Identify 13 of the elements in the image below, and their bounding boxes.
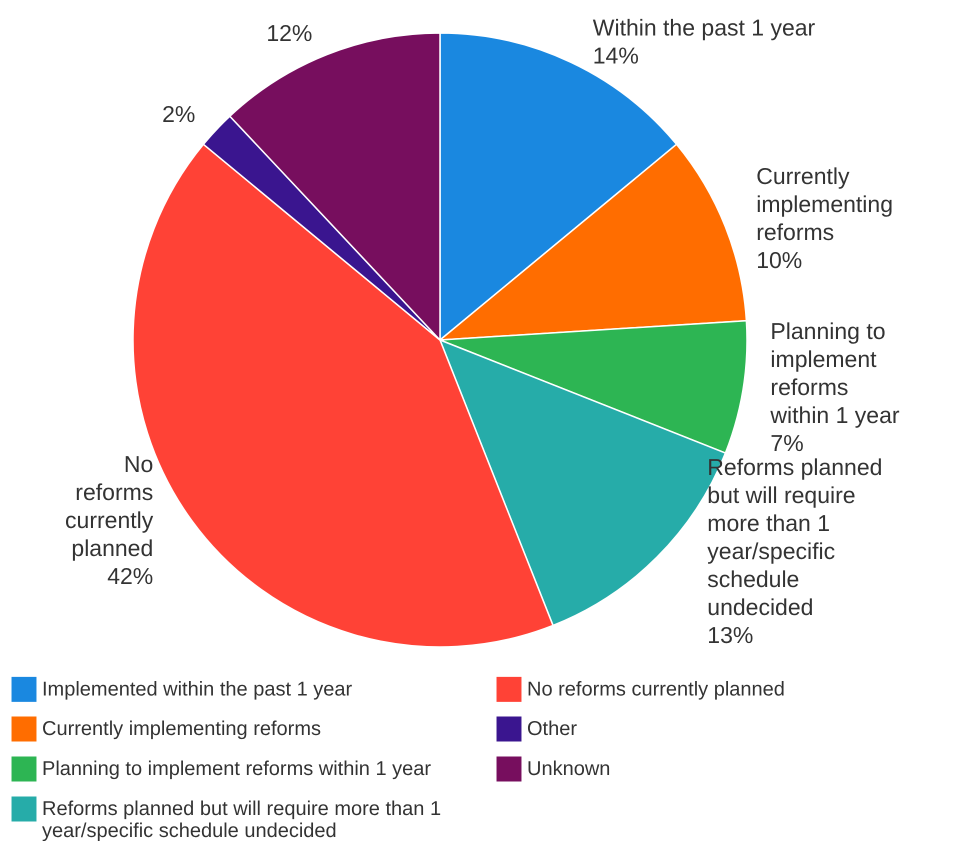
legend-label: Planning to implement reforms within 1 year (42, 758, 432, 780)
data-label: Within the past 1 year 14% (592, 14, 816, 68)
legend-label: Other (527, 718, 578, 740)
legend-label: Reforms planned but will require more than 1 year/specific schedule undecided (42, 798, 442, 842)
data-label: Currently implementing reforms 10% (756, 162, 893, 273)
data-label: Planning to implement reforms within 1 year 7% (769, 318, 900, 456)
data-label: 12% (266, 20, 312, 46)
legend-label: No reforms currently planned (527, 678, 785, 700)
data-label: 2% (162, 100, 196, 127)
data-label: No reforms currently planned 42% (65, 451, 154, 590)
legend-label: Currently implementing reforms (42, 718, 321, 740)
legend-label: Unknown (527, 758, 610, 780)
legend-label: Implemented within the past 1 year (42, 678, 353, 700)
